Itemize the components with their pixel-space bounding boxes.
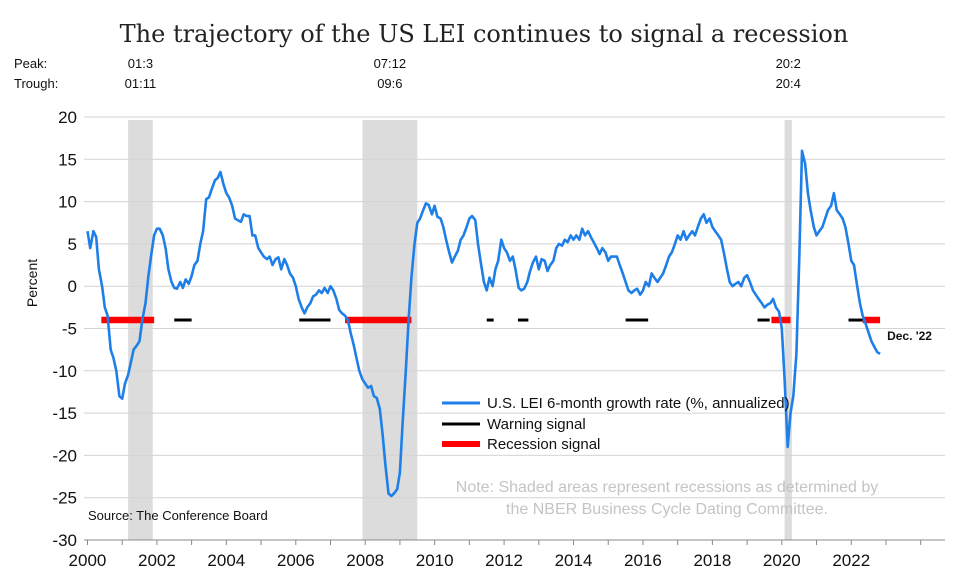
x-tick-label: 2012 — [485, 551, 523, 570]
y-tick-label: -30 — [52, 531, 77, 550]
x-tick-label: 2004 — [207, 551, 245, 570]
y-tick-label: 20 — [58, 108, 77, 127]
legend-label-lei: U.S. LEI 6-month growth rate (%, annuali… — [487, 395, 790, 412]
x-tick-label: 2006 — [277, 551, 315, 570]
recession-bands — [128, 120, 792, 540]
x-tick-label: 2020 — [763, 551, 801, 570]
peak-header: Peak: — [14, 56, 47, 71]
x-tick-label: 2014 — [555, 551, 593, 570]
recession-trough-label: 09:6 — [377, 76, 402, 91]
x-tick-label: 2010 — [416, 551, 454, 570]
y-axis: 20 15 10 5 0 -5 -10 -15 -20 -25 -30 — [52, 108, 77, 550]
legend-label-recession: Recession signal — [487, 436, 600, 453]
lei-series-line — [86, 149, 881, 498]
y-axis-label: Percent — [24, 259, 40, 307]
y-tick-label: 5 — [68, 235, 77, 254]
y-tick-label: 10 — [58, 193, 77, 212]
x-tick-label: 2008 — [346, 551, 384, 570]
legend: U.S. LEI 6-month growth rate (%, annuali… — [442, 395, 790, 453]
chart-title: The trajectory of the US LEI continues t… — [120, 20, 849, 48]
end-label: Dec. '22 — [887, 329, 932, 343]
peak-labels: 01:3 01:11 07:12 09:6 20:2 20:4 — [125, 56, 801, 91]
x-tick-label: 2016 — [624, 551, 662, 570]
y-tick-label: -25 — [52, 489, 77, 508]
legend-label-warning: Warning signal — [487, 416, 586, 433]
note-line-2: the NBER Business Cycle Dating Committee… — [506, 501, 828, 518]
recession-band — [784, 120, 792, 540]
y-tick-label: -10 — [52, 362, 77, 381]
recession-trough-label: 01:11 — [125, 76, 157, 91]
x-tick-label: 2000 — [69, 551, 107, 570]
y-tick-label: -15 — [52, 404, 77, 423]
x-tick-label: 2022 — [832, 551, 870, 570]
note-line-1: Note: Shaded areas represent recessions … — [456, 479, 878, 496]
x-tick-label: 2018 — [693, 551, 731, 570]
trough-header: Trough: — [14, 76, 58, 91]
recession-peak-label: 01:3 — [128, 56, 153, 71]
recession-peak-label: 07:12 — [374, 56, 407, 71]
y-tick-label: 15 — [58, 150, 77, 169]
y-tick-label: 0 — [68, 277, 77, 296]
recession-trough-label: 20:4 — [776, 76, 801, 91]
gridlines — [84, 116, 945, 499]
recession-peak-label: 20:2 — [776, 56, 801, 71]
source-note: Source: The Conference Board — [88, 508, 268, 523]
x-axis: 2000 2002 2004 2006 2008 2010 2012 2014 2016 2018… — [69, 539, 945, 570]
y-tick-label: -5 — [62, 320, 77, 339]
x-tick-label: 2002 — [138, 551, 176, 570]
y-tick-label: -20 — [52, 446, 77, 465]
